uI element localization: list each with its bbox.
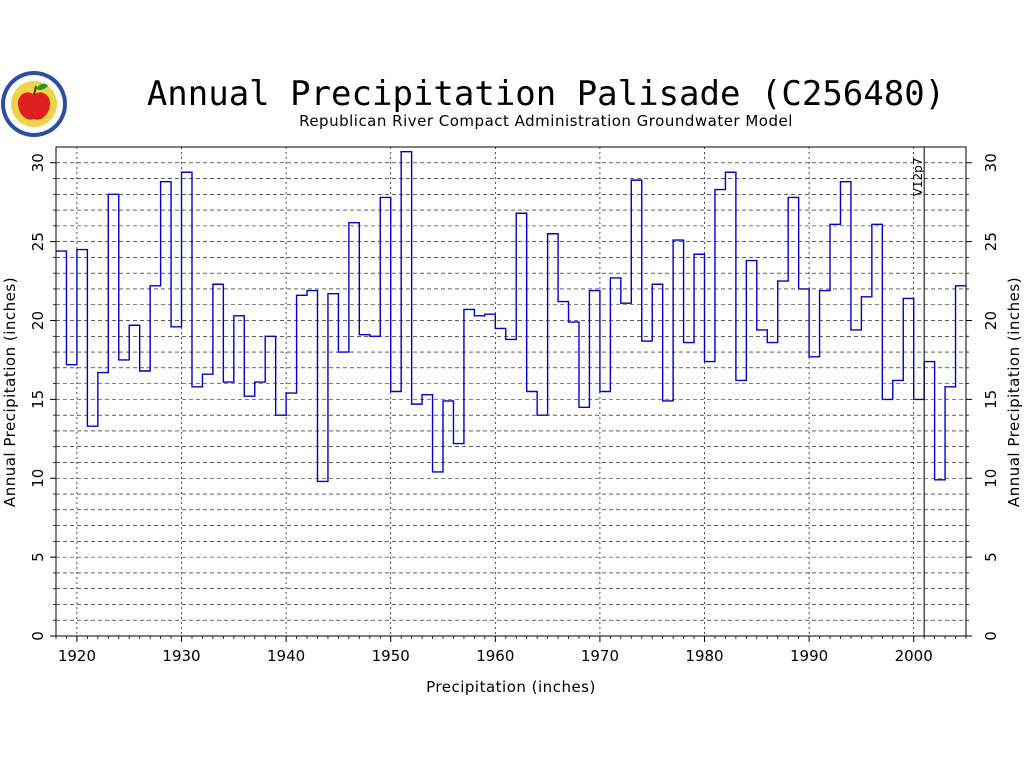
chart-title: Annual Precipitation Palisade (C256480) [147,74,945,114]
version-annotation: V12p7 [911,158,925,197]
chart-subtitle: Republican River Compact Administration … [299,112,793,130]
x-tick-label: 1920 [58,647,96,665]
x-tick-label: 1990 [790,647,828,665]
grid [56,147,966,636]
series-layer [56,151,966,483]
y-tick-label: 25 [29,232,47,251]
x-tick-label: 1980 [685,647,723,665]
x-axis-label: Precipitation (inches) [426,678,596,696]
x-tick-label: 1970 [581,647,619,665]
y-tick-label-right: 15 [982,390,1000,409]
y-tick-label-right: 10 [982,469,1000,488]
y-tick-label-right: 5 [982,552,1000,562]
y-tick-label-right: 25 [982,232,1000,251]
axis-ticks: 1920 1930 1940 1950 1960 1970 1980 1990 2000 0 0 5 5… [29,153,1000,665]
y-tick-label: 5 [29,552,47,562]
x-tick-label: 1930 [162,647,200,665]
y-tick-label: 15 [29,390,47,409]
x-tick-label: 1960 [476,647,514,665]
y-tick-label: 0 [29,631,47,641]
apple-seal-icon [1,71,67,137]
x-tick-label: 1940 [267,647,305,665]
x-tick-label: 1950 [372,647,410,665]
y-axis-label: Annual Precipitation (inches) [1,277,19,507]
y-tick-label: 20 [29,311,47,330]
y-tick-label: 10 [29,469,47,488]
y-tick-label: 30 [29,153,47,172]
plot-frame [55,146,967,637]
y-tick-label-right: 30 [982,153,1000,172]
y-axis-label-right: Annual Precipitation (inches) [1005,277,1023,507]
x-tick-label: 2000 [895,647,933,665]
series-line [56,151,966,483]
y-tick-label-right: 20 [982,311,1000,330]
y-tick-label-right: 0 [982,631,1000,641]
